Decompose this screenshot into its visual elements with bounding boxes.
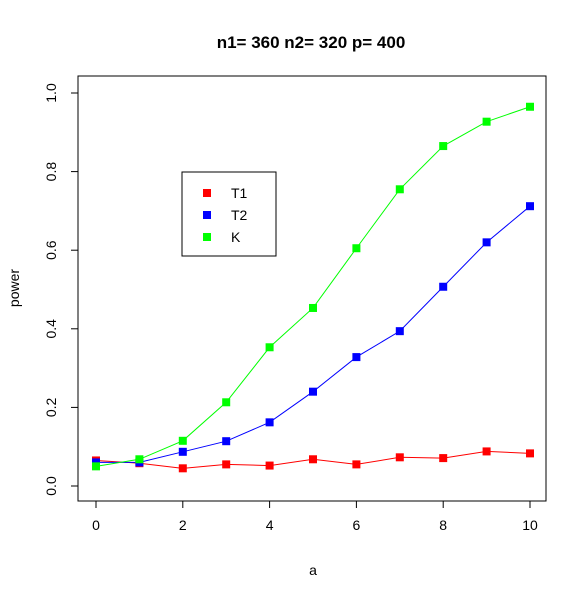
data-point — [178, 436, 187, 445]
data-point — [222, 460, 231, 469]
legend-label: T2 — [231, 207, 248, 223]
data-point — [265, 343, 274, 352]
data-point — [92, 462, 100, 471]
y-tick-label: 0.0 — [43, 476, 59, 496]
x-axis-label: a — [309, 562, 317, 578]
series-line — [95, 106, 531, 467]
series-layer — [92, 102, 534, 473]
data-point — [439, 454, 448, 463]
plot-frame — [77, 75, 547, 502]
data-point — [352, 244, 361, 253]
data-point — [309, 387, 317, 396]
legend: T1 T2 K — [181, 171, 277, 257]
data-point — [135, 455, 144, 464]
data-point — [482, 447, 491, 456]
data-point — [482, 238, 491, 247]
data-point — [439, 142, 448, 151]
legend-marker — [203, 189, 211, 197]
y-tick-label: 0.6 — [43, 240, 59, 260]
data-point — [482, 117, 491, 126]
legend-box — [181, 171, 277, 257]
data-point — [352, 460, 361, 469]
data-point — [352, 353, 361, 362]
y-tick-label: 0.2 — [43, 397, 59, 417]
data-point — [309, 303, 317, 312]
series-line — [96, 205, 531, 463]
series-K — [92, 102, 534, 471]
y-tick-label: 0.4 — [43, 319, 59, 339]
data-point — [178, 464, 187, 473]
legend-label: K — [231, 229, 241, 245]
x-tick-label: 2 — [179, 517, 187, 533]
data-point — [265, 461, 274, 470]
series-T2 — [92, 202, 534, 467]
x-tick-label: 8 — [439, 517, 447, 533]
y-axis: 0.0 0.2 0.4 0.6 0.8 1.0 — [43, 83, 79, 496]
x-tick-label: 4 — [266, 517, 274, 533]
data-point — [439, 282, 448, 291]
x-axis: 0 2 4 6 8 10 — [92, 500, 538, 533]
legend-marker — [203, 233, 211, 241]
data-point — [526, 449, 534, 458]
data-point — [265, 418, 274, 427]
x-tick-label: 0 — [92, 517, 100, 533]
legend-label: T1 — [231, 185, 248, 201]
data-point — [395, 185, 404, 194]
data-point — [395, 327, 404, 336]
data-point — [222, 398, 231, 407]
legend-marker — [203, 211, 211, 219]
y-axis-label: power — [6, 269, 22, 307]
y-tick-label: 1.0 — [43, 83, 59, 103]
chart-title: n1= 360 n2= 320 p= 400 — [217, 33, 406, 52]
data-point — [526, 202, 534, 211]
y-tick-label: 0.8 — [43, 162, 59, 182]
data-point — [526, 102, 534, 111]
data-point — [309, 455, 317, 464]
data-point — [222, 437, 231, 446]
x-tick-label: 10 — [522, 517, 538, 533]
x-tick-label: 6 — [353, 517, 361, 533]
data-point — [395, 453, 404, 462]
data-point — [178, 447, 187, 456]
